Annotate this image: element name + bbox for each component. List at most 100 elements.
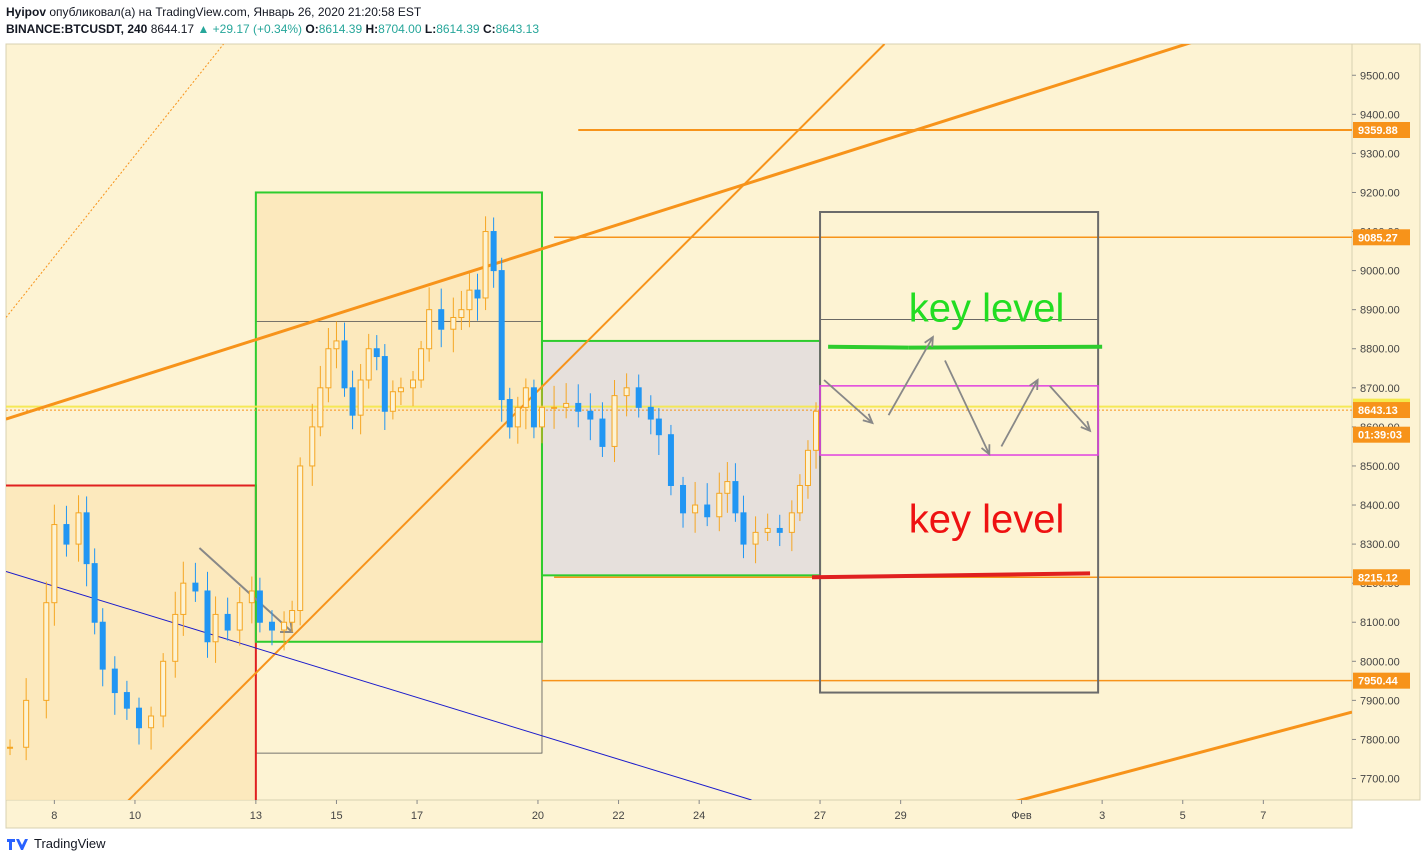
author-name[interactable]: Hyipov — [6, 5, 47, 19]
green-key-level-line — [908, 344, 1103, 350]
candle-body — [418, 348, 425, 381]
candle-body — [135, 707, 142, 729]
forecast-arrow-3 — [1000, 379, 1039, 447]
tradingview-logo-icon — [7, 838, 28, 850]
forecast-arrow-0 — [823, 379, 874, 424]
candle-body — [341, 340, 348, 389]
red-key-level-line — [811, 571, 1091, 580]
candle-body — [474, 289, 481, 299]
candle-body — [224, 613, 231, 631]
forecast-arrow-4 — [1049, 385, 1091, 432]
candle-body — [530, 387, 537, 428]
forecast-arrowhead-3 — [1029, 378, 1039, 391]
candle-body — [389, 391, 396, 412]
close-value: 8643.13 — [495, 22, 539, 36]
candle-body — [75, 512, 82, 545]
time-tick-label: 8 — [51, 810, 57, 822]
candle-body — [522, 387, 529, 408]
last-price: 8644.17 — [150, 22, 195, 36]
candle-body — [813, 410, 820, 451]
candle-body — [724, 481, 731, 494]
candle-body — [410, 379, 417, 389]
candle-body — [426, 309, 433, 350]
published-text: опубликовал(а) на TradingView.com, Январ… — [49, 5, 422, 19]
candle-body — [268, 621, 275, 631]
high-label: H: — [365, 22, 379, 36]
forecast-arrowhead-0 — [862, 413, 874, 425]
time-tick-label: 13 — [250, 810, 262, 822]
candle-body — [357, 379, 364, 416]
time-tick-label: 15 — [330, 810, 342, 822]
candle-body — [23, 699, 30, 748]
forecast-arrow-1 — [887, 336, 934, 416]
price-tick-label: 9000.00 — [1360, 266, 1400, 278]
price-tick-label: 8900.00 — [1360, 305, 1400, 317]
price-tick-label: 8100.00 — [1360, 617, 1400, 629]
candle-body — [381, 356, 388, 412]
candle-body — [51, 524, 58, 604]
candle-body — [796, 484, 803, 514]
price-tick-label: 8000.00 — [1360, 656, 1400, 668]
candle-body — [575, 402, 582, 412]
candle-body — [325, 348, 332, 389]
candle-body — [236, 602, 243, 631]
candle-body — [498, 270, 505, 401]
price-tick-label: 8800.00 — [1360, 344, 1400, 356]
candle-body — [647, 406, 654, 420]
candle-body — [204, 590, 211, 643]
overlay-drawings-layer — [811, 211, 1103, 694]
candle-body — [63, 524, 70, 545]
price-label-box — [1353, 426, 1410, 443]
candle-body — [466, 289, 473, 311]
candle-body — [373, 348, 380, 358]
candle-body — [764, 527, 771, 533]
candle-body — [192, 582, 199, 592]
candle-body — [490, 231, 497, 272]
candle-body — [160, 660, 167, 717]
candle-body — [804, 449, 811, 486]
candle-body — [365, 348, 372, 381]
low-label: L: — [424, 22, 437, 36]
price-label-text: 9085.27 — [1358, 232, 1398, 244]
steep-trendline — [127, 44, 886, 800]
time-tick-label: 22 — [612, 810, 624, 822]
candle-body — [680, 484, 687, 514]
price-label-text: 7950.44 — [1358, 676, 1399, 688]
candle-body — [172, 613, 179, 662]
candles-layer — [7, 216, 820, 761]
symbol-label: BINANCE:BTCUSDT, 240 — [6, 22, 148, 36]
time-tick-label: 7 — [1260, 810, 1266, 822]
chart-header-line1: Hyipov опубликовал(а) на TradingView.com… — [6, 5, 421, 19]
candle-body — [248, 590, 255, 604]
candle-body — [623, 387, 630, 397]
candle-body — [99, 621, 106, 670]
time-axis: 8 10 13 15 17 20 22 24 27 29 Фев 3 5 7 — [51, 800, 1266, 822]
candle-body — [91, 563, 98, 623]
price-tick-label: 8700.00 — [1360, 383, 1400, 395]
footer-brand[interactable]: TradingView — [6, 836, 106, 851]
time-tick-label: 24 — [693, 810, 705, 822]
price-tick-label: 7900.00 — [1360, 695, 1400, 707]
price-label-box — [1353, 569, 1410, 586]
candle-body — [599, 418, 606, 447]
candle-body — [397, 387, 404, 393]
candle-body — [212, 613, 219, 643]
candle-body — [563, 402, 570, 408]
magenta-range-box — [819, 385, 1099, 456]
gray-arrow-left — [198, 547, 293, 633]
price-tick-label: 8400.00 — [1360, 500, 1400, 512]
forecast-arrowhead-4 — [1080, 420, 1092, 433]
price-label-text: 8215.12 — [1358, 572, 1398, 584]
price-labels: 9359.889085.278651.858643.1301:39:038215… — [1353, 122, 1410, 689]
price-tick-label: 9200.00 — [1360, 187, 1400, 199]
candle-body — [667, 434, 674, 486]
time-tick-label: 29 — [895, 810, 907, 822]
time-axis-background[interactable] — [5, 799, 1353, 829]
annotations: key level key level — [909, 286, 1065, 541]
candle-body — [776, 527, 783, 533]
open-label: O: — [305, 22, 319, 36]
candle-body — [740, 512, 747, 545]
candle-body — [438, 309, 445, 330]
candle-body — [655, 418, 662, 436]
